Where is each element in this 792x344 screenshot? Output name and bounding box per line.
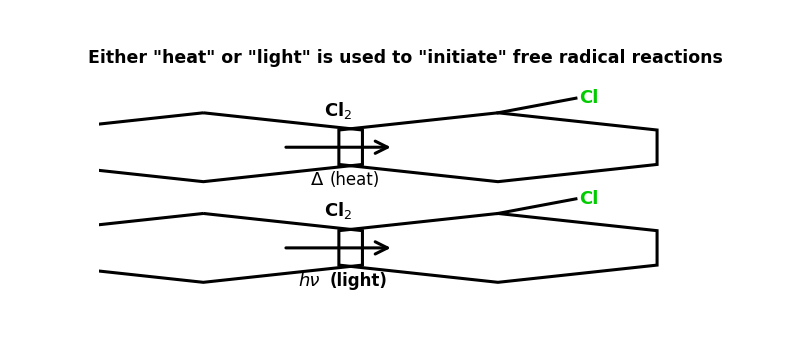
Text: hν: hν (299, 272, 320, 290)
Text: Cl: Cl (579, 89, 599, 107)
Text: (light): (light) (329, 272, 387, 290)
Text: Either "heat" or "light" is used to "initiate" free radical reactions: Either "heat" or "light" is used to "ini… (89, 49, 723, 67)
Text: Cl$_2$: Cl$_2$ (324, 201, 352, 222)
Text: Cl$_2$: Cl$_2$ (324, 100, 352, 121)
Text: (heat): (heat) (329, 171, 379, 189)
Text: Δ: Δ (310, 171, 323, 189)
Text: Cl: Cl (579, 190, 599, 208)
